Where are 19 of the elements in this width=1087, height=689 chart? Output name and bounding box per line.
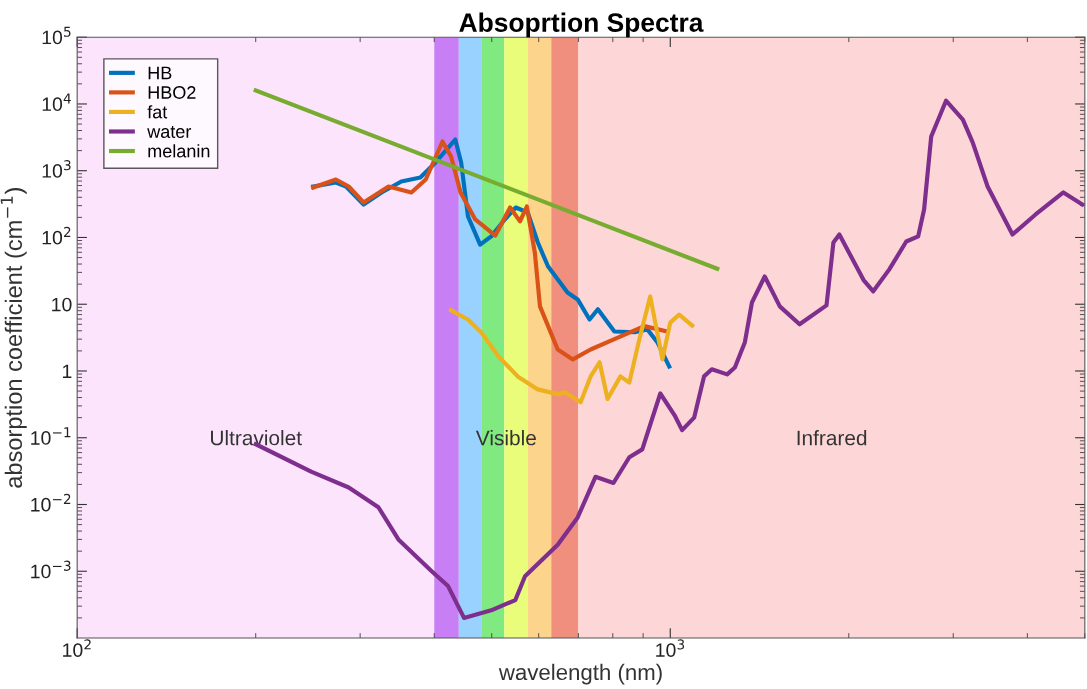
band-label: Infrared: [797, 430, 867, 446]
legend-label: HB: [148, 66, 172, 80]
y-tick-label: 10$^{−1}$: [31, 427, 71, 445]
y-tick-label: 10$^{−3}$: [31, 560, 71, 579]
chart-title: Absoprtion Spectra: [459, 12, 704, 38]
y-tick-label: 1: [62, 364, 72, 379]
x-axis-title: wavelength (nm): [498, 663, 662, 685]
legend-label: HBO2: [148, 86, 196, 99]
legend-label: water: [147, 126, 192, 138]
y-tick-label: 10$^{4}$: [42, 93, 71, 112]
y-tick-label: 10$^{2}$: [42, 226, 71, 245]
y-axis-title: absorption coefficient (cm$^{−1}$): [0, 188, 27, 488]
y-tick-label: 10$^{−2}$: [31, 493, 71, 512]
y-tick-label: 10$^{5}$: [42, 26, 71, 45]
band-label: Ultraviolet: [211, 430, 302, 446]
legend-label: melanin: [148, 144, 210, 158]
legend-label: fat: [147, 105, 168, 119]
y-tick-label: 10: [52, 297, 72, 312]
y-tick-label: 10$^{3}$: [42, 160, 71, 178]
